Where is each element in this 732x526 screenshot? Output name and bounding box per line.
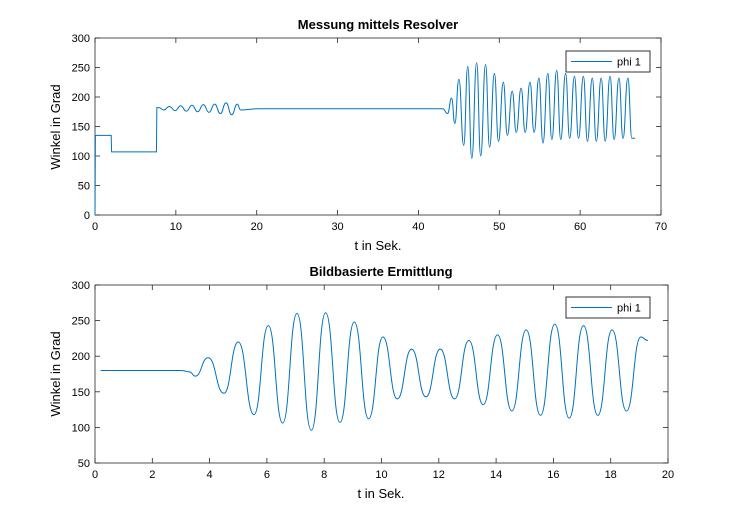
x-tick-label: 16 <box>547 469 559 481</box>
x-tick-label: 10 <box>170 221 182 233</box>
y-axis-label: Winkel in Grad <box>48 331 63 416</box>
series-line <box>100 312 649 431</box>
x-tick-label: 6 <box>264 469 270 481</box>
x-tick-label: 12 <box>433 469 445 481</box>
y-tick-label: 100 <box>72 422 90 434</box>
y-tick-label: 50 <box>78 458 90 470</box>
legend: phi 1 <box>565 296 651 319</box>
plot-title: Bildbasierte Ermittlung <box>309 264 452 279</box>
y-tick-label: 0 <box>84 210 90 222</box>
y-tick-label: 250 <box>72 316 90 328</box>
legend: phi 1 <box>565 50 651 73</box>
legend-label: phi 1 <box>617 303 641 315</box>
y-tick-label: 250 <box>72 63 90 75</box>
y-tick-label: 200 <box>72 92 90 104</box>
y-tick-label: 100 <box>72 151 90 163</box>
x-tick-label: 50 <box>493 221 505 233</box>
x-axis-label: t in Sek. <box>358 486 405 501</box>
y-axis-label: Winkel in Grad <box>48 84 63 169</box>
y-tick-label: 200 <box>72 351 90 363</box>
x-tick-label: 14 <box>490 469 502 481</box>
plot-marks: 0 10 20 30 40 50 60 70 0 50 100 150 200 250 300 <box>72 33 667 233</box>
x-tick-label: 30 <box>331 221 343 233</box>
x-tick-label: 10 <box>375 469 387 481</box>
x-tick-label: 40 <box>412 221 424 233</box>
x-axis-label: t in Sek. <box>355 238 402 253</box>
x-tick-label: 60 <box>574 221 586 233</box>
x-tick-label: 8 <box>321 469 327 481</box>
resolver-plot: Messung mittels Resolver t in Sek. Winke… <box>48 17 667 253</box>
y-tick-label: 150 <box>72 387 90 399</box>
plot-title: Messung mittels Resolver <box>298 17 458 32</box>
plot-marks: 0 2 4 6 8 10 12 14 16 18 20 50 100 150 200 250 300 <box>72 280 674 481</box>
image-based-plot: Bildbasierte Ermittlung t in Sek. Winkel… <box>48 264 674 501</box>
x-tick-label: 0 <box>92 469 98 481</box>
x-tick-label: 4 <box>207 469 213 481</box>
x-tick-label: 20 <box>662 469 674 481</box>
y-tick-label: 300 <box>72 33 90 45</box>
x-tick-label: 2 <box>149 469 155 481</box>
x-tick-label: 0 <box>92 221 98 233</box>
x-tick-label: 20 <box>251 221 263 233</box>
legend-label: phi 1 <box>617 57 641 69</box>
series-line <box>94 62 636 216</box>
x-tick-label: 70 <box>655 221 667 233</box>
y-tick-label: 150 <box>72 122 90 134</box>
x-tick-label: 18 <box>605 469 617 481</box>
y-tick-label: 300 <box>72 280 90 292</box>
y-tick-label: 50 <box>78 181 90 193</box>
